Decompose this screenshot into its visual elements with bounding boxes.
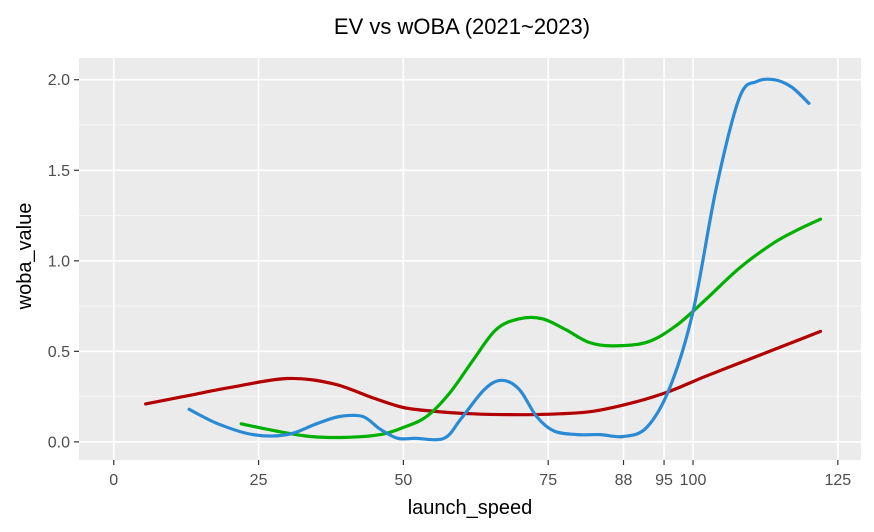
- x-axis-ticks: 0 25 50 75 88 95 100 125: [109, 460, 851, 489]
- x-tick-label: 75: [539, 472, 557, 489]
- x-tick-label: 95: [655, 472, 673, 489]
- x-tick-label: 50: [394, 472, 412, 489]
- x-tick-label: 25: [250, 472, 268, 489]
- x-tick-label: 100: [680, 472, 707, 489]
- series-line-2: [239, 217, 823, 440]
- x-tick-label: 125: [824, 472, 851, 489]
- chart-title: EV vs wOBA (2021~2023): [334, 14, 590, 39]
- y-tick-label: 1.0: [48, 253, 70, 270]
- x-tick-label: 0: [109, 472, 118, 489]
- y-tick-label: 2.0: [48, 72, 70, 89]
- y-axis-title: woba_value: [14, 203, 36, 311]
- series-line-1: [144, 329, 823, 417]
- y-tick-label: 0.5: [48, 344, 70, 361]
- y-tick-label: 0.0: [48, 434, 70, 451]
- series-lines: [144, 77, 823, 442]
- x-axis-title: launch_speed: [408, 497, 533, 519]
- y-axis-ticks: 0.0 0.5 1.0 1.5 2.0: [48, 72, 79, 451]
- x-tick-label: 88: [615, 472, 633, 489]
- series-line-3: [187, 77, 811, 442]
- y-tick-label: 1.5: [48, 163, 70, 180]
- major-gridlines: [79, 58, 861, 460]
- plot-panel: [79, 58, 861, 460]
- minor-gridlines: [79, 124, 861, 398]
